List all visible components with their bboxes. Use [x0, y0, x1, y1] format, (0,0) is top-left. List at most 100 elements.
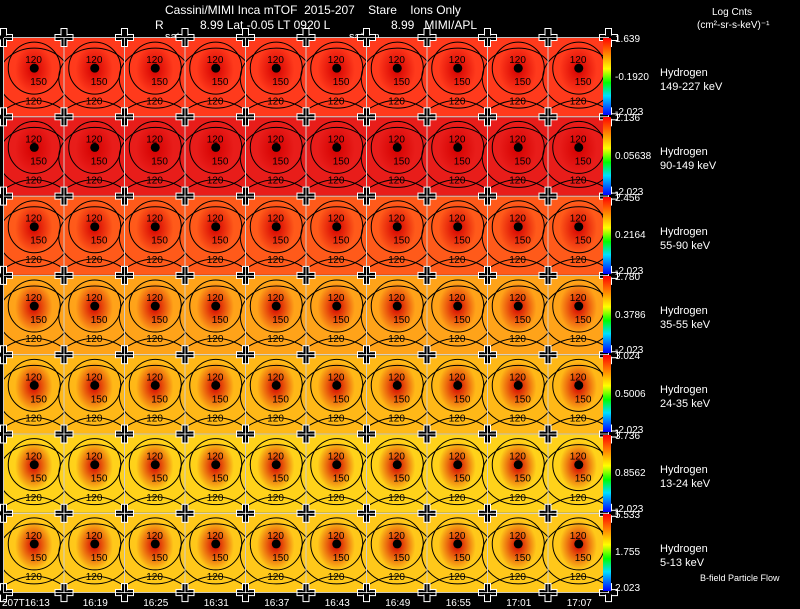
contour-label: 120	[207, 293, 224, 304]
contour-label: 150	[272, 394, 289, 405]
ena-image-panel: 120 150 120	[239, 117, 313, 196]
ena-image-panel: 120 150 120	[118, 196, 192, 275]
saturn-disk	[513, 63, 523, 73]
contour-label: 120	[25, 414, 42, 425]
energy-channel-label: Hydrogen 55-90 keV	[660, 225, 711, 252]
saturn-disk	[574, 222, 584, 232]
contour-label: 150	[30, 236, 47, 247]
contour-label: 150	[454, 315, 471, 326]
contour-label: 150	[91, 236, 108, 247]
units-label-formula: (cm²-sr-s-keV)⁻¹	[697, 20, 770, 31]
contour-label: 120	[207, 572, 224, 583]
ena-image-panel: 120 150 120	[300, 355, 374, 434]
saturn-disk	[332, 539, 342, 549]
colorbar-min-label: -2.023	[615, 186, 644, 198]
ena-image-panel: 120 150 120	[421, 434, 495, 513]
saturn-disk	[271, 301, 281, 311]
ena-image-panel: 120 150 120	[542, 355, 616, 434]
contour-label: 150	[333, 394, 350, 405]
contour-label: 150	[514, 553, 531, 564]
contour-label: 120	[86, 452, 103, 463]
contour-label: 120	[86, 493, 103, 504]
contour-label: 150	[333, 156, 350, 167]
contour-label: 120	[207, 176, 224, 187]
energy-channel-label: Hydrogen 5-13 keV	[660, 542, 708, 569]
saturn-disk	[332, 460, 342, 470]
contour-label: 150	[212, 77, 229, 88]
colorbar-min-label: -2.023	[615, 265, 644, 277]
contour-label: 150	[151, 156, 168, 167]
ena-image-panel: 120 150 120	[542, 513, 616, 593]
contour-label: 120	[570, 531, 587, 542]
saturn-disk	[574, 142, 584, 152]
colorbar-min-label: -2.023	[615, 345, 644, 357]
ena-image-panel: 120 150 120	[300, 38, 374, 117]
contour-label: 120	[509, 255, 526, 266]
saturn-disk	[211, 142, 221, 152]
saturn-disk	[574, 301, 584, 311]
contour-label: 150	[212, 553, 229, 564]
contour-label: 150	[30, 315, 47, 326]
saturn-disk	[332, 380, 342, 390]
contour-label: 150	[151, 315, 168, 326]
contour-label: 120	[570, 293, 587, 304]
saturn-disk	[392, 142, 402, 152]
contour-label: 120	[570, 414, 587, 425]
ena-image-panel: 120 150 120	[542, 434, 616, 513]
contour-label: 150	[514, 394, 531, 405]
contour-label: 120	[328, 531, 345, 542]
contour-label: 120	[146, 531, 163, 542]
contour-label: 120	[449, 255, 466, 266]
contour-label: 150	[393, 553, 410, 564]
saturn-disk	[332, 222, 342, 232]
colorbar-min-label: 2.023	[615, 583, 641, 595]
contour-label: 120	[267, 176, 284, 187]
colorbar	[603, 38, 611, 116]
saturn-disk	[392, 380, 402, 390]
contour-label: 120	[388, 572, 405, 583]
colorbar-mid-label: 0.3786	[615, 309, 646, 321]
contour-label: 120	[449, 214, 466, 225]
contour-label: 120	[86, 293, 103, 304]
saturn-disk	[453, 63, 463, 73]
contour-label: 120	[146, 372, 163, 383]
contour-label: 150	[151, 236, 168, 247]
contour-label: 120	[267, 334, 284, 345]
colorbar	[603, 355, 611, 433]
contour-label: 150	[333, 236, 350, 247]
saturn-disk	[574, 63, 584, 73]
contour-label: 150	[212, 394, 229, 405]
saturn-disk	[211, 380, 221, 390]
position-readout: 8.99 Lat -0.05 LT 0920 L	[200, 18, 331, 32]
contour-label: 120	[328, 134, 345, 145]
saturn-disk	[513, 380, 523, 390]
contour-label: 120	[570, 452, 587, 463]
contour-label: 120	[267, 452, 284, 463]
contour-label: 120	[146, 572, 163, 583]
saturn-disk	[90, 539, 100, 549]
ena-image-panel: 120 150 120	[481, 275, 555, 355]
contour-label: 120	[388, 372, 405, 383]
contour-label: 150	[272, 553, 289, 564]
ena-image-panel: 120 150 120	[542, 196, 616, 275]
ena-image-panel: 120 150 120	[179, 275, 253, 355]
contour-label: 120	[328, 372, 345, 383]
contour-label: 150	[514, 315, 531, 326]
contour-label: 120	[25, 572, 42, 583]
contour-label: 150	[514, 77, 531, 88]
ena-image-panel: 120 150 120	[481, 355, 555, 434]
colorbar	[603, 275, 611, 354]
contour-label: 150	[212, 236, 229, 247]
saturn-disk	[332, 63, 342, 73]
ena-image-panel: 120 150 120	[239, 275, 313, 355]
saturn-disk	[29, 142, 39, 152]
energy-channel-label: Hydrogen 149-227 keV	[660, 67, 723, 93]
units-label: Log Cnts	[712, 7, 753, 18]
contour-label: 120	[207, 334, 224, 345]
saturn-disk	[211, 222, 221, 232]
contour-label: 120	[146, 96, 163, 107]
contour-label: 150	[151, 553, 168, 564]
contour-label: 120	[207, 134, 224, 145]
saturn-disk	[574, 380, 584, 390]
contour-label: 150	[454, 236, 471, 247]
